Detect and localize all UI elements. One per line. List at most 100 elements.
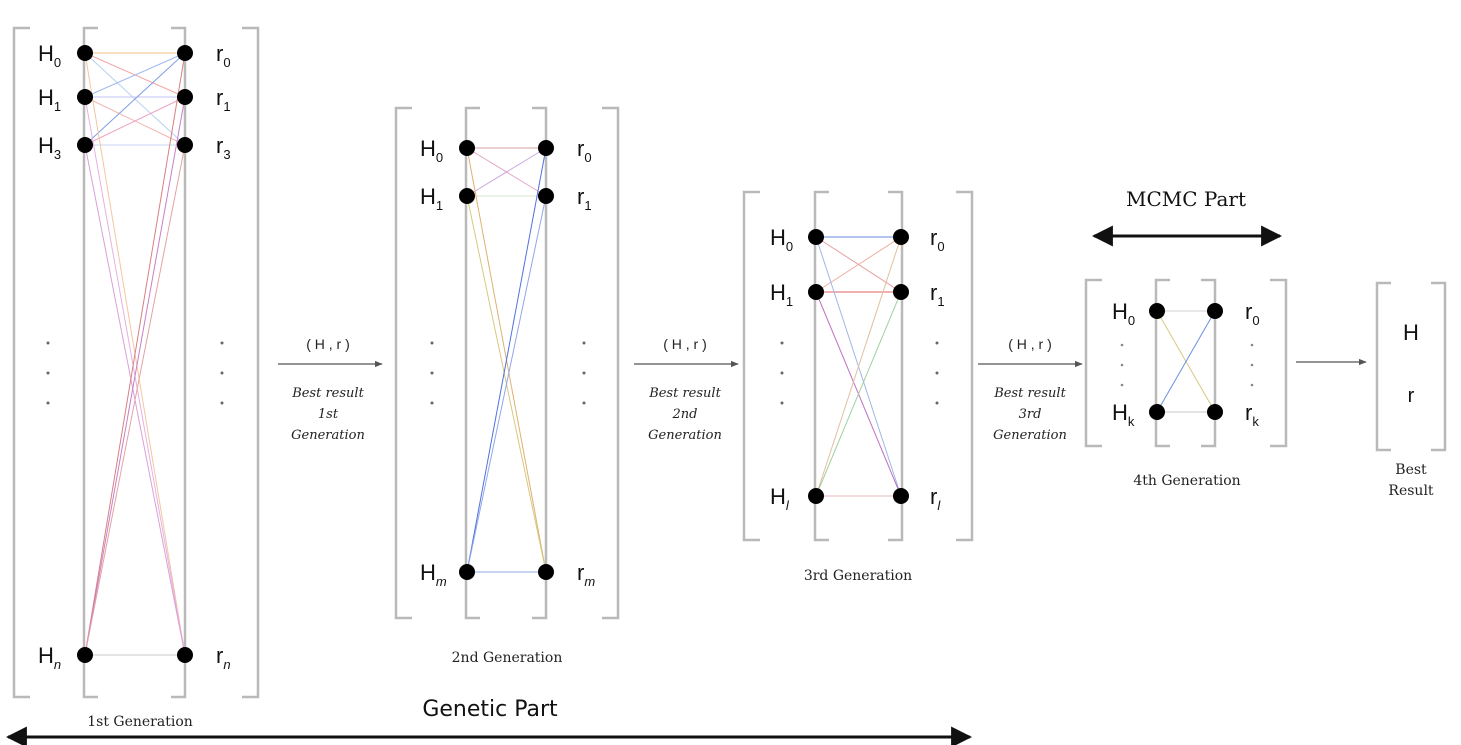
node-r [893,488,909,504]
h-label: Hl [770,484,790,513]
h-label: H0 [770,225,793,254]
r-label: r0 [577,136,592,165]
h-label: H0 [420,136,443,165]
node-h [808,488,824,504]
connections [815,236,902,497]
bracket-mid-left [1154,278,1170,448]
bracket-mid-left [82,26,98,699]
transition-line: 2nd [672,407,698,422]
node-h [459,564,475,580]
bracket-mid-right [1201,278,1217,448]
node-h [77,89,93,105]
generation-3: H0 H1 Hl r0 r1 rl 3rd Generation [742,190,974,584]
bracket-right [1270,278,1288,448]
r-label: r1 [216,85,231,114]
transition-line: Best result [993,386,1066,401]
transition-line: Generation [291,428,365,443]
transition-line: 3rd [1019,407,1042,422]
node-h [1149,303,1165,319]
transition-line: Generation [993,428,1067,443]
r-label: rm [577,560,595,589]
bracket-right [1431,281,1447,452]
r-label: r3 [216,133,231,162]
generation-caption: 3rd Generation [804,568,912,584]
pair-label: ( H , r ) [663,336,707,352]
h-label: Hm [420,560,447,589]
node-r [893,229,909,245]
h-label: H3 [38,133,61,162]
h-label: Hk [1112,400,1135,429]
r-label: r1 [930,280,945,309]
node-h [1149,404,1165,420]
r-label: r0 [216,41,231,70]
ellipsis-dots [780,341,939,405]
genetic-part-label: Genetic Part [422,697,558,722]
bracket-left [394,106,412,620]
bracket-right [956,190,974,542]
bracket-left [12,26,30,699]
bracket-mid-left [813,190,829,542]
genetic-part: Genetic Part [5,697,973,745]
connections [84,52,186,656]
transition-1: ( H , r ) Best result 1st Generation [278,336,383,443]
r-label: r0 [930,225,945,254]
node-r [893,284,909,300]
r-label: rl [930,484,941,513]
generation-4: H0 Hk r0 rk 4th Generation [1084,278,1288,489]
nodes [808,229,909,504]
node-h [808,284,824,300]
node-h [77,137,93,153]
node-h [77,647,93,663]
h-label: H1 [420,184,443,213]
h-label: H1 [38,85,61,114]
bracket-mid-left [464,106,480,620]
r-label: r0 [1245,299,1260,328]
connections [466,147,547,573]
generation-caption: 1st Generation [87,714,193,730]
node-r [1207,303,1223,319]
pair-label: ( H , r ) [306,336,350,352]
h-label: Hn [38,643,61,672]
ellipsis-dots [430,341,586,405]
ellipsis-dots [1120,343,1254,387]
node-r [538,188,554,204]
mcmc-part: MCMC Part [1091,187,1283,247]
bracket-right [242,26,260,699]
bracket-mid-right [532,106,548,620]
node-h [459,140,475,156]
transition-line: Best result [648,386,721,401]
node-r [177,137,193,153]
node-r [538,140,554,156]
h-label: H0 [1112,299,1135,328]
transition-line: Generation [648,428,722,443]
pair-label: ( H , r ) [1008,336,1052,352]
r-label: rk [1245,400,1259,429]
connections [1156,310,1216,413]
node-r [1207,404,1223,420]
node-h [459,188,475,204]
transition-line: Best result [291,386,364,401]
best-result: H r Best Result [1375,281,1447,499]
node-r [177,647,193,663]
transition-2: ( H , r ) Best result 2nd Generation [634,336,739,443]
bracket-mid-right [888,190,904,542]
ellipsis-dots [46,341,224,405]
best-caption-line: Best [1395,462,1427,478]
bracket-left [742,190,760,542]
bracket-mid-right [171,26,187,699]
generation-2: H0 H1 Hm r0 r1 rm 2nd Generation [394,106,620,666]
mcmc-part-label: MCMC Part [1126,187,1246,211]
generation-caption: 4th Generation [1133,473,1240,489]
best-h: H [1403,320,1419,345]
best-caption-line: Result [1388,483,1434,499]
generation-1: H0 H1 H3 Hn r0 r1 r3 rn 1st Generation [12,26,260,730]
r-label: rn [216,643,231,672]
node-r [177,45,193,61]
node-r [538,564,554,580]
h-label: H1 [770,280,793,309]
r-label: r1 [577,184,592,213]
nodes [1149,303,1223,420]
bracket-left [1084,278,1102,448]
node-h [808,229,824,245]
